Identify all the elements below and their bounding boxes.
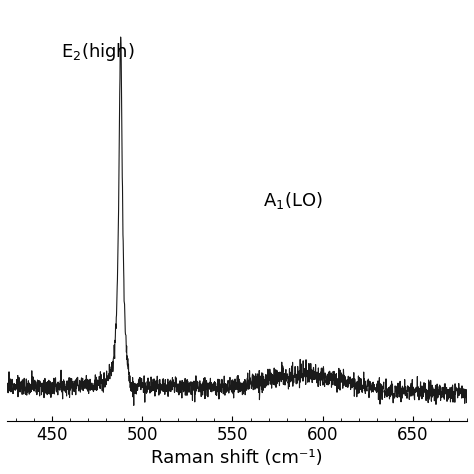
X-axis label: Raman shift (cm⁻¹): Raman shift (cm⁻¹) — [151, 449, 323, 467]
Text: $\mathrm{E_2(high)}$: $\mathrm{E_2(high)}$ — [61, 41, 135, 63]
Text: $\mathrm{A_1(LO)}$: $\mathrm{A_1(LO)}$ — [263, 190, 323, 210]
